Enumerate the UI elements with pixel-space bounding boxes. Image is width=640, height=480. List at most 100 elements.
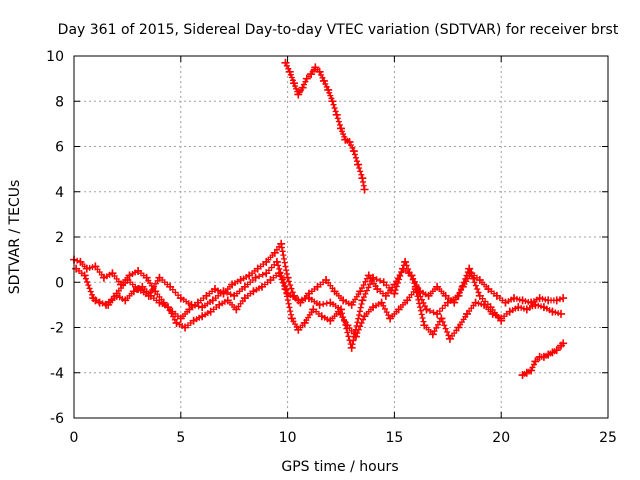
plus-marker-fill	[172, 289, 179, 296]
x-tick-label: 5	[176, 430, 185, 446]
plus-marker	[510, 294, 519, 303]
plus-marker	[339, 296, 348, 305]
plus-marker	[326, 316, 335, 325]
plus-marker-fill	[340, 131, 347, 138]
plus-marker	[341, 135, 350, 144]
plus-marker	[72, 264, 81, 273]
plus-marker-fill	[341, 133, 348, 140]
plus-marker-fill	[417, 307, 424, 314]
plus-marker-fill	[343, 325, 350, 332]
plus-marker	[319, 76, 328, 85]
plus-marker-fill	[334, 115, 341, 122]
plus-marker	[539, 352, 548, 361]
plus-marker-fill	[292, 82, 299, 89]
plus-marker	[522, 305, 531, 314]
plus-marker-fill	[87, 288, 94, 295]
grid	[74, 56, 608, 418]
plus-marker-fill	[458, 286, 465, 293]
plus-marker-fill	[281, 280, 288, 287]
plus-marker-fill	[434, 321, 441, 328]
plus-marker-fill	[356, 164, 363, 171]
plus-marker	[277, 239, 286, 248]
plus-marker	[80, 271, 89, 280]
plus-marker-fill	[392, 287, 399, 294]
plus-marker	[475, 291, 484, 300]
plus-marker-fill	[285, 300, 292, 307]
plus-marker	[347, 343, 356, 352]
plus-marker-fill	[470, 275, 477, 282]
plus-marker-fill	[444, 329, 451, 336]
plus-marker	[155, 273, 164, 282]
plus-marker	[163, 303, 172, 312]
plus-marker-fill	[341, 317, 348, 324]
y-tick-label: -4	[50, 366, 64, 382]
plus-marker-fill	[268, 264, 275, 271]
plus-marker	[281, 58, 290, 67]
plus-marker-fill	[462, 275, 469, 282]
plus-marker	[463, 309, 472, 318]
plus-marker	[377, 298, 386, 307]
plus-marker	[294, 296, 303, 305]
plus-marker	[486, 303, 495, 312]
plus-marker-fill	[351, 151, 358, 158]
plus-marker-fill	[409, 276, 416, 283]
plus-marker-fill	[460, 279, 467, 286]
plus-marker-fill	[358, 301, 365, 308]
plus-marker-fill	[86, 285, 93, 292]
plus-marker	[557, 309, 566, 318]
plus-marker	[531, 300, 540, 309]
plus-marker	[166, 282, 175, 291]
plus-marker-fill	[287, 308, 294, 315]
plus-marker-fill	[345, 333, 352, 340]
plus-marker	[527, 366, 536, 375]
plus-marker	[300, 318, 309, 327]
plus-marker-fill	[149, 286, 156, 293]
plus-marker-fill	[282, 263, 289, 270]
plus-marker-fill	[327, 92, 334, 99]
plus-marker-fill	[351, 330, 358, 337]
plus-marker-fill	[336, 122, 343, 129]
plus-marker	[379, 278, 388, 287]
plus-marker	[266, 275, 275, 284]
plus-marker	[283, 289, 292, 298]
plus-marker-fill	[331, 105, 338, 112]
plus-marker-fill	[293, 85, 300, 92]
plus-marker	[102, 300, 111, 309]
y-axis-label: SDTVAR / TECUs	[7, 180, 23, 295]
plus-marker	[129, 287, 138, 296]
plus-marker-fill	[482, 298, 489, 305]
plus-marker	[522, 368, 531, 377]
plus-marker-fill	[382, 305, 389, 312]
plus-marker	[345, 137, 354, 146]
plus-marker	[125, 271, 134, 280]
plus-marker-fill	[362, 290, 369, 297]
plus-marker	[552, 346, 561, 355]
plus-marker	[544, 350, 553, 359]
x-tick-label: 0	[70, 430, 79, 446]
plus-marker-fill	[277, 269, 284, 276]
plus-marker-fill	[332, 108, 339, 115]
plus-marker	[484, 285, 493, 294]
plus-marker-fill	[288, 311, 295, 318]
ticks: 0 5 10 15 20 25 -6 -4 -2 0 2 4 6 8 10	[46, 49, 617, 446]
plus-marker-fill	[415, 290, 422, 297]
plus-marker	[411, 282, 420, 291]
plus-marker	[386, 314, 395, 323]
plus-marker-fill	[74, 257, 81, 264]
plus-marker	[535, 294, 544, 303]
plus-marker-fill	[335, 118, 342, 125]
plus-marker	[422, 305, 431, 314]
plus-marker	[518, 371, 527, 380]
plus-marker	[360, 185, 369, 194]
plus-marker	[315, 67, 324, 76]
plus-marker-fill	[383, 309, 390, 316]
plus-marker	[309, 305, 318, 314]
plus-marker	[236, 275, 245, 284]
plus-marker-fill	[328, 95, 335, 102]
plus-marker-fill	[417, 293, 424, 300]
plus-marker	[123, 275, 132, 284]
plus-marker-fill	[85, 282, 92, 289]
plus-marker-fill	[386, 284, 393, 291]
plus-marker-fill	[356, 308, 363, 315]
plus-marker-fill	[279, 276, 286, 283]
